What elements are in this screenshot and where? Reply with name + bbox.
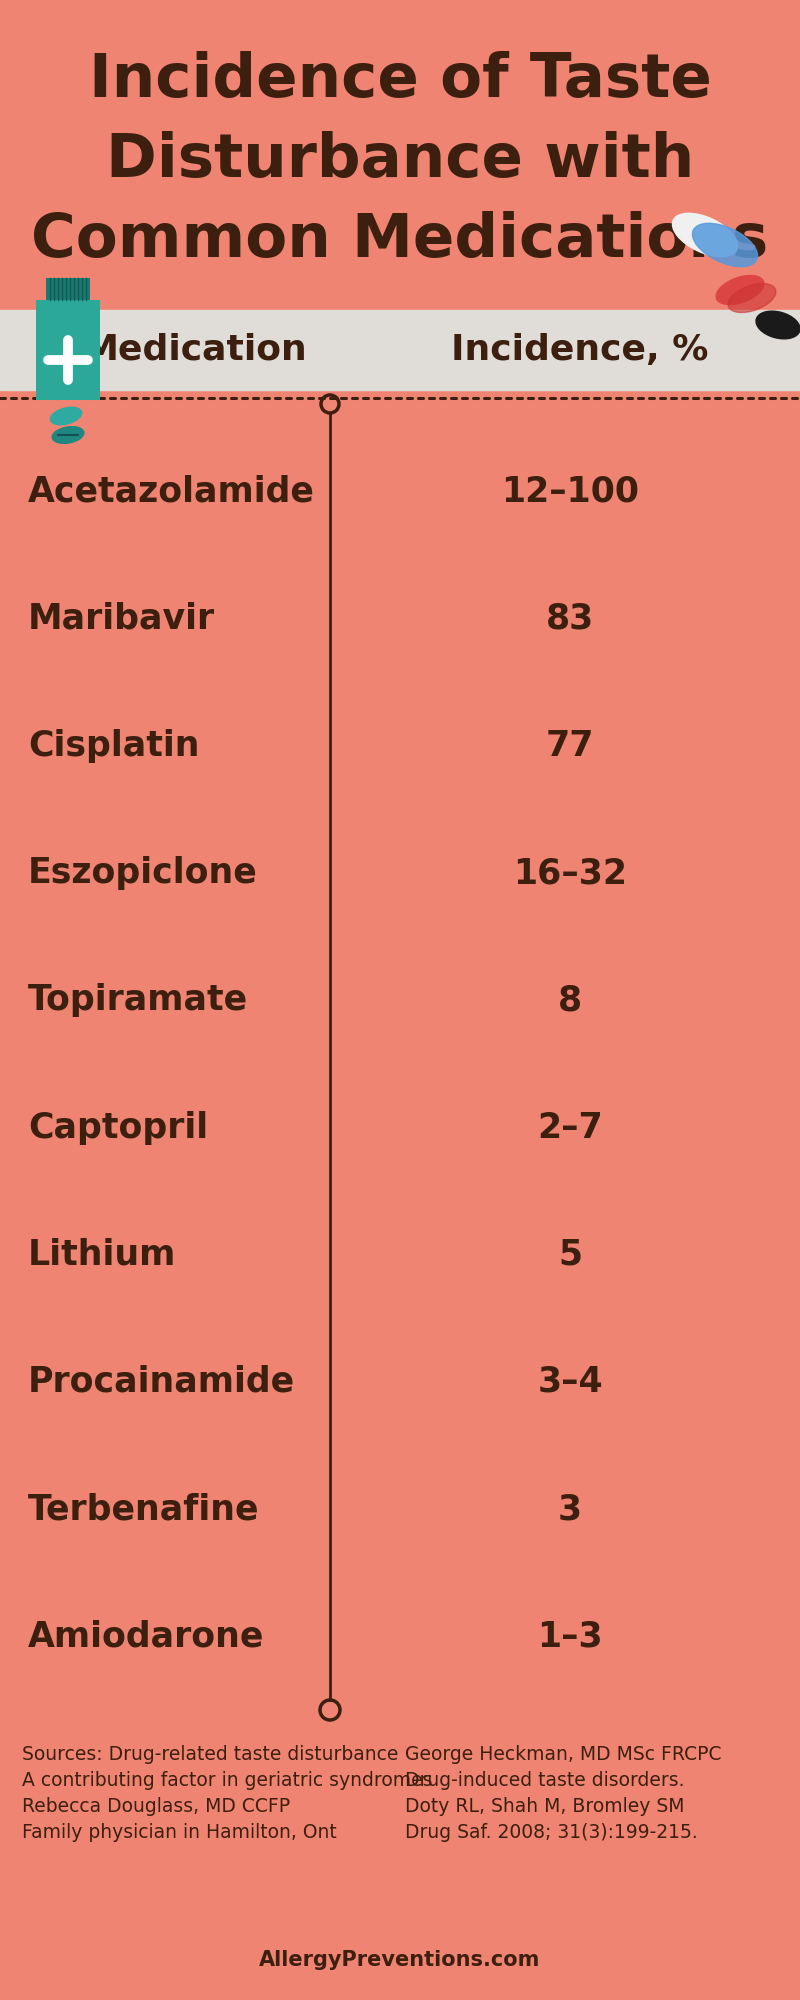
Text: Topiramate: Topiramate [28,984,248,1018]
Text: 12–100: 12–100 [501,474,639,508]
Text: Disturbance with: Disturbance with [106,130,694,190]
Ellipse shape [693,224,758,266]
Text: Medication: Medication [82,332,307,368]
Text: Lithium: Lithium [28,1238,176,1272]
Ellipse shape [756,312,800,338]
Bar [36,300,100,400]
Text: 16–32: 16–32 [513,856,627,890]
Text: Family physician in Hamilton, Ont: Family physician in Hamilton, Ont [22,1824,337,1842]
Ellipse shape [50,408,82,424]
Bar [0,310,800,390]
Ellipse shape [673,214,738,256]
Text: Drug-induced taste disorders.: Drug-induced taste disorders. [405,1772,685,1790]
Bar [46,278,90,300]
Text: Terbenafine: Terbenafine [28,1492,259,1526]
Text: Doty RL, Shah M, Bromley SM: Doty RL, Shah M, Bromley SM [405,1796,685,1816]
Text: 83: 83 [546,602,594,636]
Ellipse shape [728,284,776,312]
Text: A contributing factor in geriatric syndromes: A contributing factor in geriatric syndr… [22,1772,433,1790]
Ellipse shape [716,276,764,304]
Text: Rebecca Douglass, MD CCFP: Rebecca Douglass, MD CCFP [22,1796,290,1816]
Text: Captopril: Captopril [28,1110,208,1144]
Text: 5: 5 [558,1238,582,1272]
Text: Incidence, %: Incidence, % [451,332,709,368]
Text: Maribavir: Maribavir [28,602,215,636]
Text: Sources: Drug-related taste disturbance: Sources: Drug-related taste disturbance [22,1744,398,1764]
Text: AllergyPreventions.com: AllergyPreventions.com [259,1950,541,1970]
Text: Cisplatin: Cisplatin [28,728,199,762]
Text: 77: 77 [546,728,594,762]
Text: Eszopiclone: Eszopiclone [28,856,258,890]
Text: Common Medications: Common Medications [31,210,769,270]
Ellipse shape [52,426,84,444]
Text: Acetazolamide: Acetazolamide [28,474,315,508]
Text: Procainamide: Procainamide [28,1364,295,1400]
Text: 3–4: 3–4 [537,1364,603,1400]
Text: 3: 3 [558,1492,582,1526]
Text: Incidence of Taste: Incidence of Taste [89,50,711,110]
Text: Drug Saf. 2008; 31(3):199-215.: Drug Saf. 2008; 31(3):199-215. [405,1824,698,1842]
Text: George Heckman, MD MSc FRCPC: George Heckman, MD MSc FRCPC [405,1744,722,1764]
Text: Amiodarone: Amiodarone [28,1620,264,1654]
Text: 1–3: 1–3 [537,1620,603,1654]
Text: 8: 8 [558,984,582,1018]
Text: 2–7: 2–7 [537,1110,603,1144]
